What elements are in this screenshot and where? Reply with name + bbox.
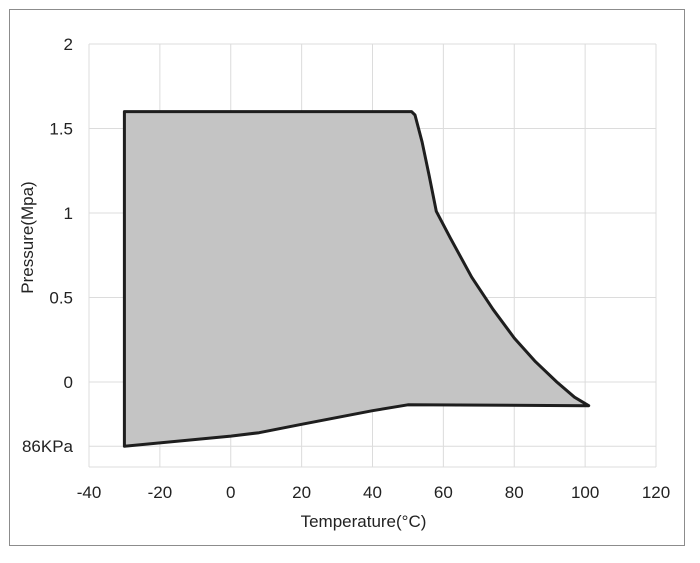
- y-tick-label: 0.5: [49, 289, 73, 308]
- x-tick-label: 80: [505, 483, 524, 502]
- y-axis-title: Pressure(Mpa): [18, 181, 37, 293]
- x-tick-label: -40: [77, 483, 102, 502]
- operating-region-area: [122, 110, 591, 448]
- x-tick-label: -20: [148, 483, 173, 502]
- pressure-temperature-chart: -40 -20 0 20 40 60 80 100 120 2 1.5 1 0.5 0 86KPa Tem…: [18, 35, 670, 531]
- x-tick-label: 100: [571, 483, 599, 502]
- x-tick-label: 0: [226, 483, 235, 502]
- x-axis-ticks: -40 -20 0 20 40 60 80 100 120: [77, 483, 670, 502]
- y-tick-label: 0: [64, 373, 73, 392]
- y-axis-ticks: 2 1.5 1 0.5 0 86KPa: [22, 35, 74, 456]
- y-tick-label: 1.5: [49, 120, 73, 139]
- x-tick-label: 20: [292, 483, 311, 502]
- y-tick-label: 86KPa: [22, 437, 74, 456]
- x-tick-label: 60: [434, 483, 453, 502]
- x-tick-label: 40: [363, 483, 382, 502]
- x-axis-title: Temperature(°C): [301, 512, 427, 531]
- y-tick-label: 1: [64, 204, 73, 223]
- x-tick-label: 120: [642, 483, 670, 502]
- chart-frame: -40 -20 0 20 40 60 80 100 120 2 1.5 1 0.5 0 86KPa Tem…: [9, 9, 685, 546]
- y-tick-label: 2: [64, 35, 73, 54]
